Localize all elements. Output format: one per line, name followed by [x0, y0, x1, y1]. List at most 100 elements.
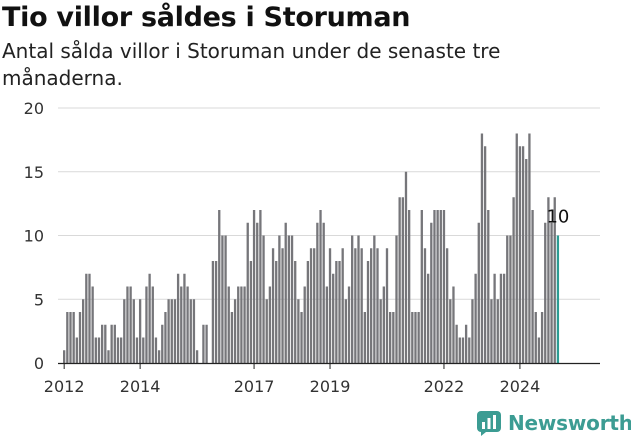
bar — [430, 222, 433, 363]
bar — [335, 261, 338, 363]
bar — [161, 324, 164, 363]
bar — [366, 261, 370, 363]
bar — [483, 146, 487, 363]
x-tick-label: 2017 — [234, 377, 275, 396]
bar — [129, 286, 132, 363]
bar — [138, 299, 142, 363]
bar — [344, 299, 348, 363]
bar — [322, 222, 325, 363]
bar — [553, 197, 556, 363]
bar — [233, 299, 237, 363]
bar — [509, 235, 512, 363]
bar — [363, 312, 366, 363]
bar — [471, 299, 474, 363]
bar — [439, 210, 442, 363]
bar — [259, 210, 262, 363]
bar — [442, 210, 446, 363]
bar — [455, 324, 458, 363]
bar — [464, 324, 468, 363]
bar — [142, 337, 145, 363]
x-tick-label: 2024 — [500, 377, 541, 396]
bar — [294, 261, 297, 363]
bar — [176, 273, 180, 363]
bar — [268, 286, 272, 363]
y-axis-ticks: 0 5 10 15 20 — [24, 99, 44, 373]
y-tick-label: 20 — [24, 99, 44, 118]
bar — [480, 133, 484, 363]
bar — [275, 261, 278, 363]
bar — [354, 248, 357, 363]
bar — [284, 222, 287, 363]
bar — [243, 286, 246, 363]
bar — [392, 312, 395, 363]
bar — [417, 312, 420, 363]
bar — [373, 235, 376, 363]
bar — [404, 171, 408, 363]
bar — [214, 261, 218, 363]
bar — [360, 248, 363, 363]
bar — [468, 337, 471, 363]
last-value-label: 10 — [546, 207, 569, 228]
bar — [173, 299, 177, 363]
bar — [433, 210, 436, 363]
bar — [227, 286, 230, 363]
bars — [63, 133, 560, 363]
bar — [180, 286, 183, 363]
bar — [249, 261, 253, 363]
chart-subtitle: Antal sålda villor i Storuman under de s… — [2, 39, 501, 90]
y-tick-label: 15 — [24, 163, 44, 182]
annotations: 10 — [546, 207, 569, 228]
bar — [493, 273, 496, 363]
bar — [487, 210, 490, 363]
bar — [547, 197, 550, 363]
y-tick-label: 5 — [34, 290, 44, 309]
bar — [540, 312, 544, 363]
bar — [411, 312, 414, 363]
bar — [91, 286, 94, 363]
bar — [376, 248, 379, 363]
bar — [183, 273, 186, 363]
bar — [192, 299, 196, 363]
x-tick-label: 2022 — [424, 377, 465, 396]
bar — [525, 159, 528, 363]
bar — [521, 146, 525, 363]
bar — [325, 286, 329, 363]
bar — [316, 222, 319, 363]
bar — [256, 222, 259, 363]
bar — [75, 337, 78, 363]
bar — [328, 248, 332, 363]
bar — [347, 286, 351, 363]
bar — [145, 286, 148, 363]
bar — [385, 248, 389, 363]
x-tick-label: 2014 — [120, 377, 161, 396]
newsworthy-logo: Newsworthy — [476, 408, 631, 438]
bar — [534, 312, 537, 363]
bar — [88, 273, 91, 363]
bar — [164, 312, 167, 363]
bar — [78, 312, 82, 363]
bar — [379, 299, 382, 363]
x-axis: 2012 2014 2017 2019 2022 2024 — [44, 362, 600, 396]
bar — [414, 312, 417, 363]
bar — [230, 312, 234, 363]
bar — [303, 286, 306, 363]
bar — [186, 286, 189, 363]
bar — [154, 337, 158, 363]
bar — [477, 222, 480, 363]
bar — [265, 299, 268, 363]
bar — [69, 312, 72, 363]
bar — [85, 273, 88, 363]
bar — [66, 312, 69, 363]
bar — [113, 324, 116, 363]
bar-highlight — [556, 235, 560, 363]
bar — [357, 235, 360, 363]
chart-title: Tio villor såldes i Storuman — [2, 2, 411, 33]
bar — [461, 337, 465, 363]
brand-name: Newsworthy — [508, 411, 631, 435]
bar — [332, 273, 335, 363]
x-tick-label: 2019 — [310, 377, 351, 396]
bar — [271, 248, 275, 363]
bar — [436, 210, 439, 363]
bar — [401, 197, 404, 363]
